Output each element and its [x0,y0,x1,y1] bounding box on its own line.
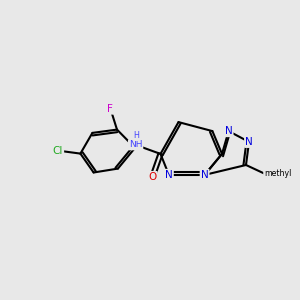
Text: N: N [245,137,253,147]
Text: Cl: Cl [53,146,63,156]
Text: F: F [107,103,113,114]
Text: methyl: methyl [264,169,291,178]
Text: N: N [201,170,208,180]
Text: NH: NH [129,140,142,149]
Text: O: O [148,172,157,182]
Text: H: H [133,131,139,140]
Text: N: N [165,170,173,180]
Text: N: N [225,126,232,136]
